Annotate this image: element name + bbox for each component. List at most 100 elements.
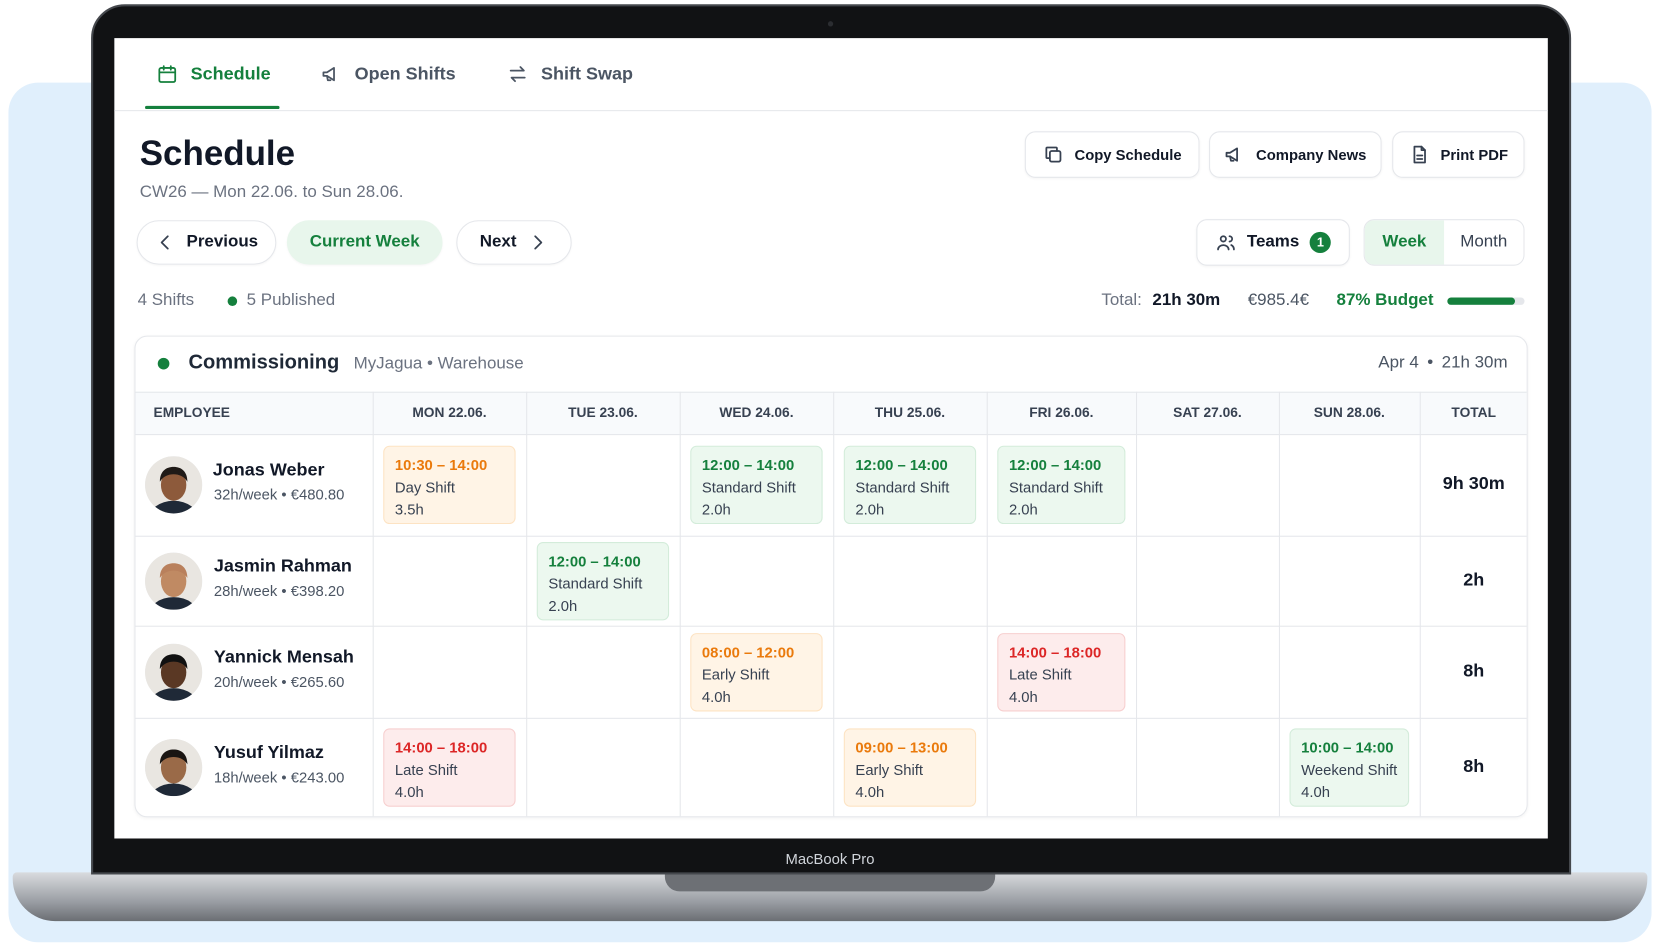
button-label: Company News — [1256, 146, 1367, 164]
employee-name: Jonas Weber — [212, 459, 325, 480]
avatar-svg — [145, 552, 203, 610]
device-label: MacBook Pro — [785, 850, 875, 868]
nav-button[interactable]: Next — [456, 220, 572, 265]
column-header: TUE 23.06. — [568, 404, 638, 421]
column-header: SAT 27.06. — [1173, 404, 1242, 421]
nav-icon — [527, 232, 548, 253]
shift-block[interactable]: 12:00 – 14:00 Standard Shift 2.0h — [690, 445, 823, 525]
row-divider — [135, 535, 1527, 537]
tab-icon — [321, 64, 342, 85]
camera — [827, 21, 834, 27]
action-button[interactable]: Company News — [1209, 131, 1382, 178]
tab-underline — [145, 105, 280, 110]
button-icon-svg — [1413, 145, 1426, 164]
shift-hours: 4.0h — [1301, 782, 1330, 800]
action-button[interactable]: Print PDF — [1392, 131, 1525, 178]
row-total: 9h 30m — [1442, 473, 1505, 494]
total-hours: 21h 30m — [1152, 291, 1221, 310]
teams-icon — [1215, 232, 1236, 253]
shift-hours: 4.0h — [1008, 687, 1038, 705]
employee-info: 18h/week • €243.00 — [213, 768, 345, 786]
teams-button[interactable]: Teams 1 — [1196, 219, 1350, 266]
tab[interactable]: Open Shifts — [321, 64, 456, 85]
shift-hours: 2.0h — [548, 596, 578, 614]
row-divider — [135, 625, 1527, 627]
action-button[interactable]: Copy Schedule — [1024, 131, 1200, 178]
budget-label: 87% Budget — [1336, 291, 1434, 310]
shift-block[interactable]: 12:00 – 14:00 Standard Shift 2.0h — [843, 445, 977, 525]
nav-label: Previous — [186, 232, 259, 251]
page-title: Schedule — [139, 133, 296, 173]
column-divider — [526, 391, 528, 817]
tab[interactable]: Shift Swap — [507, 64, 633, 85]
button-icon-svg — [1045, 146, 1062, 163]
published-dot — [227, 296, 238, 306]
nav-button[interactable]: Current Week — [286, 220, 443, 265]
view-option[interactable]: Week — [1364, 220, 1445, 265]
button-icon — [1409, 144, 1430, 165]
button-label: Copy Schedule — [1074, 146, 1182, 164]
teams-icon-svg — [1216, 235, 1235, 251]
shift-block[interactable]: 08:00 – 12:00 Early Shift 4.0h — [690, 632, 823, 711]
tab-label: Open Shifts — [354, 63, 456, 84]
shift-hours: 3.5h — [394, 500, 424, 518]
column-divider — [833, 391, 835, 817]
shift-block[interactable]: 10:30 – 14:00 Day Shift 3.5h — [383, 445, 516, 525]
row-total: 8h — [1463, 755, 1485, 776]
shift-block[interactable]: 09:00 – 13:00 Early Shift 4.0h — [843, 727, 977, 807]
shift-block[interactable]: 12:00 – 14:00 Standard Shift 2.0h — [536, 541, 670, 620]
published-count: 5 Published — [246, 291, 336, 310]
tab-icon-svg — [158, 65, 177, 83]
shift-type: Standard Shift — [548, 574, 643, 592]
shift-block[interactable]: 12:00 – 14:00 Standard Shift 2.0h — [997, 445, 1126, 525]
group-hours: 21h 30m — [1441, 353, 1508, 372]
teams-badge: 1 — [1309, 231, 1332, 254]
shift-type: Standard Shift — [855, 478, 950, 496]
employee-name: Jasmin Rahman — [213, 555, 352, 576]
shift-time: 10:30 – 14:00 — [394, 456, 488, 474]
nav-icon-svg — [160, 235, 169, 250]
schedule-card — [134, 335, 1528, 818]
shift-hours: 4.0h — [394, 782, 424, 800]
divider — [114, 110, 1548, 112]
stats-right: Total: 21h 30m €985.4€ 87% Budget — [1101, 291, 1525, 310]
button-label: Print PDF — [1440, 146, 1509, 164]
shift-type: Late Shift — [1008, 665, 1072, 683]
nav-icon-svg — [534, 235, 543, 250]
shift-hours: 2.0h — [1008, 500, 1038, 518]
column-divider — [372, 391, 374, 817]
tab-icon-svg — [509, 66, 526, 83]
column-divider — [986, 391, 988, 817]
employee-name: Yusuf Yilmaz — [213, 741, 324, 762]
avatar-svg — [145, 738, 203, 796]
avatar-svg — [145, 643, 203, 701]
shift-time: 12:00 – 14:00 — [855, 456, 948, 474]
shift-block[interactable]: 10:00 – 14:00 Weekend Shift 4.0h — [1289, 727, 1410, 807]
tab[interactable]: Schedule — [157, 64, 271, 85]
employee-info: 32h/week • €480.80 — [213, 485, 345, 503]
shift-time: 12:00 – 14:00 — [701, 456, 795, 474]
avatar — [145, 643, 203, 701]
group-period: Apr 4 — [1378, 353, 1419, 372]
shift-time: 14:00 – 18:00 — [1008, 643, 1102, 661]
shift-block[interactable]: 14:00 – 18:00 Late Shift 4.0h — [997, 632, 1126, 711]
view-option[interactable]: Month — [1460, 232, 1508, 251]
column-header: TOTAL — [1451, 404, 1497, 421]
shift-type: Weekend Shift — [1301, 760, 1398, 778]
tab-label: Shift Swap — [540, 63, 634, 84]
nav-button[interactable]: Previous — [136, 220, 277, 265]
column-divider — [1419, 391, 1421, 817]
column-divider — [1278, 391, 1280, 817]
column-header: THU 25.06. — [874, 404, 946, 421]
budget-fill — [1447, 296, 1515, 305]
column-header: FRI 26.06. — [1029, 404, 1094, 421]
shift-count: 4 Shifts — [137, 291, 195, 310]
group-summary: Apr 4 • 21h 30m — [1378, 354, 1507, 373]
row-divider — [135, 717, 1527, 719]
shift-block[interactable]: 14:00 – 18:00 Late Shift 4.0h — [383, 727, 516, 807]
nav-label: Next — [479, 232, 517, 251]
table-header-bg — [135, 391, 1527, 435]
tab-icon — [157, 64, 178, 85]
